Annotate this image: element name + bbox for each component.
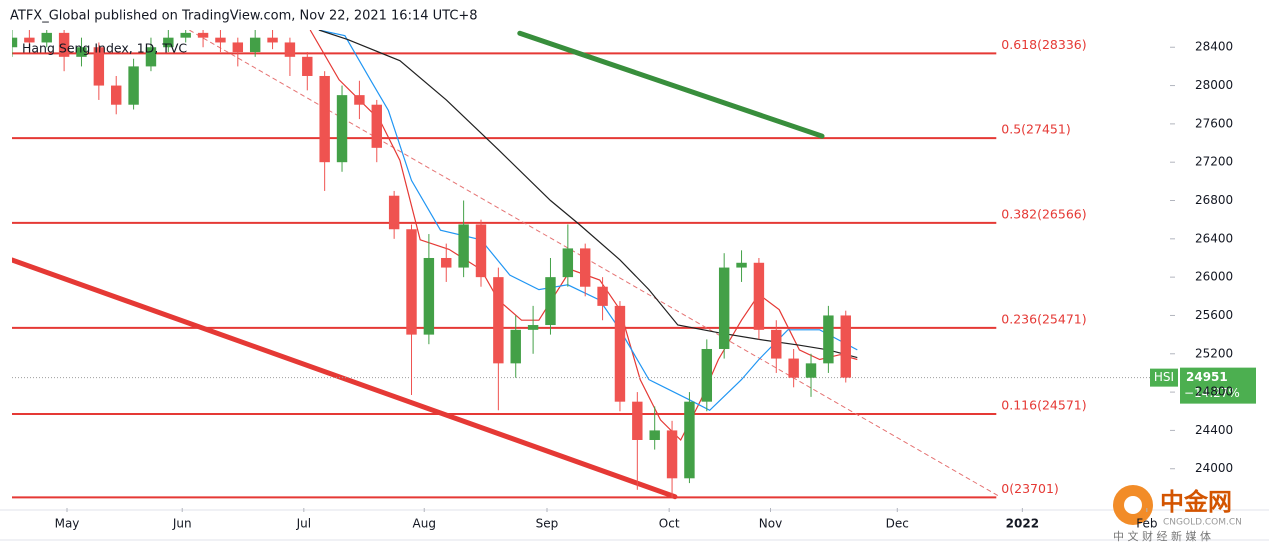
- x-tick-label: Oct: [659, 517, 680, 531]
- candle-body: [753, 262, 765, 330]
- fib-label: 0.236(25471): [1001, 311, 1086, 326]
- watermark-name: 中金网: [1160, 488, 1232, 516]
- symbol-label: HSI: [1154, 370, 1174, 384]
- y-tick-label: 26800: [1195, 193, 1233, 207]
- candle-body: [215, 37, 226, 43]
- candle-body: [823, 315, 834, 364]
- fib-label: 0(23701): [1001, 481, 1058, 496]
- candle-body: [145, 47, 157, 67]
- candle-body: [93, 47, 105, 86]
- y-tick-label: 25200: [1195, 346, 1233, 360]
- x-tick-label: Sep: [536, 517, 559, 531]
- fib-label: 0.382(26566): [1001, 206, 1086, 221]
- y-tick-label: 26000: [1195, 270, 1233, 284]
- ma-line: [318, 30, 858, 359]
- candle-body: [354, 95, 365, 105]
- x-tick-label: Nov: [759, 517, 782, 531]
- candle-body: [423, 257, 435, 335]
- candle-body: [527, 325, 539, 330]
- ma-line: [309, 30, 858, 442]
- candle-body: [684, 401, 695, 479]
- y-tick-label: 25600: [1195, 308, 1233, 322]
- x-tick-label: Feb: [1136, 517, 1157, 531]
- x-tick-label: Jun: [172, 517, 192, 531]
- candle-body: [649, 430, 660, 440]
- y-tick-label: 24800: [1195, 385, 1233, 399]
- candle-body: [388, 195, 400, 230]
- candle-body: [24, 37, 35, 43]
- price-box: [1180, 367, 1256, 404]
- watermark: 中金网 CNGOLD.COM.CN 中 文 财 经 新 媒 体: [1113, 485, 1242, 543]
- candle-body: [510, 329, 521, 364]
- candle-body: [41, 32, 52, 43]
- candle-body: [458, 224, 469, 268]
- y-tick-label: 27200: [1195, 155, 1233, 169]
- watermark-site: CNGOLD.COM.CN: [1163, 518, 1242, 528]
- candle-body: [545, 277, 556, 326]
- candle-body: [771, 329, 782, 359]
- price-change: −14.27%: [1184, 386, 1240, 400]
- x-tick-label: Aug: [413, 517, 436, 531]
- trendline: [12, 257, 678, 500]
- candle-body: [180, 32, 191, 38]
- candle-body: [579, 248, 591, 287]
- candle-body: [736, 262, 747, 268]
- candle-body: [805, 363, 817, 378]
- x-tick-label: May: [55, 517, 80, 531]
- fib-label: 0.5(27451): [1001, 122, 1070, 137]
- logo-inner: [1124, 496, 1142, 514]
- candle-body: [718, 267, 730, 349]
- candle-body: [475, 224, 487, 278]
- watermark-tagline: 中 文 财 经 新 媒 体: [1113, 529, 1211, 543]
- fib-label: 0.618(28336): [1001, 37, 1086, 52]
- candle-body: [666, 430, 678, 479]
- candle-body: [302, 56, 313, 76]
- symbol-info: Hang Seng Index, 1D, TVC: [22, 41, 187, 56]
- y-tick-label: 28400: [1195, 40, 1233, 54]
- y-tick-label: 27600: [1195, 116, 1233, 130]
- candle-body: [614, 305, 626, 402]
- candle-body: [493, 277, 504, 364]
- candle-body: [562, 248, 574, 278]
- candle-body: [197, 32, 209, 38]
- candle-body: [406, 229, 417, 335]
- candle-body: [632, 401, 643, 440]
- candle-body: [319, 75, 330, 163]
- y-tick-label: 28000: [1195, 78, 1233, 92]
- plot-area: [12, 30, 1170, 500]
- trendline: [517, 30, 825, 139]
- candle-body: [371, 104, 382, 148]
- candle-body: [267, 37, 278, 43]
- x-tick-label: Jul: [296, 517, 311, 531]
- candle-body: [232, 42, 244, 53]
- y-tick-label: 24400: [1195, 423, 1233, 437]
- candle-body: [163, 37, 174, 48]
- candle-body: [76, 47, 87, 57]
- overlay: 0.618(28336) 0.5(27451) 0.382(26566) 0.236(…: [1001, 37, 1256, 496]
- candle-body: [701, 348, 713, 402]
- price-value: 24951: [1186, 370, 1228, 384]
- candle-body: [58, 32, 70, 57]
- symbol-box: [1150, 368, 1178, 387]
- candle-body: [441, 257, 452, 268]
- candle-body: [788, 358, 799, 378]
- candle-body: [840, 315, 851, 378]
- candle-body: [128, 66, 139, 105]
- candle-body: [249, 37, 261, 53]
- y-tick-label: 24000: [1195, 461, 1233, 475]
- candle-body: [111, 85, 122, 105]
- ma-line: [318, 30, 858, 412]
- candle-body: [12, 37, 18, 48]
- x-tick-label: 2022: [1006, 517, 1039, 531]
- candle-body: [284, 42, 296, 57]
- x-tick-label: Dec: [886, 517, 909, 531]
- fib-label: 0.116(24571): [1001, 398, 1086, 413]
- candle-body: [597, 286, 608, 306]
- y-tick-label: 26400: [1195, 231, 1233, 245]
- candle-body: [336, 95, 348, 163]
- chart-title: ATFX_Global published on TradingView.com…: [10, 9, 478, 24]
